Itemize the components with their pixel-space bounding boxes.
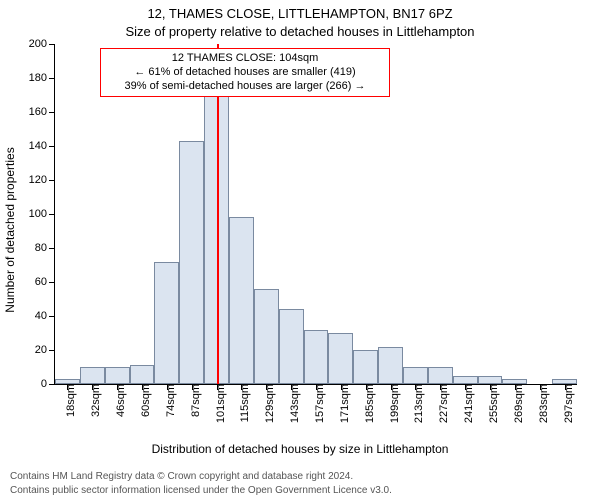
x-tick-label: 171sqm <box>331 384 351 423</box>
x-tick-label: 185sqm <box>356 384 376 423</box>
x-tick-label: 32sqm <box>82 384 102 417</box>
x-tick-label: 18sqm <box>57 384 77 417</box>
histogram-bar <box>478 376 503 385</box>
x-tick-label: 297sqm <box>555 384 575 423</box>
histogram-bar <box>105 367 130 384</box>
x-tick-label: 199sqm <box>381 384 401 423</box>
chart-title-sub: Size of property relative to detached ho… <box>0 24 600 39</box>
x-tick-label: 74sqm <box>157 384 177 417</box>
x-tick-label: 213sqm <box>405 384 425 423</box>
x-tick-label: 227sqm <box>430 384 450 423</box>
info-box-line: ← 61% of detached houses are smaller (41… <box>107 66 383 80</box>
y-tick-label: 140 <box>29 140 55 152</box>
x-tick-label: 157sqm <box>306 384 326 423</box>
y-tick-label: 0 <box>41 378 55 390</box>
x-tick-label: 60sqm <box>132 384 152 417</box>
footer-line-1: Contains HM Land Registry data © Crown c… <box>10 471 353 482</box>
histogram-bar <box>80 367 105 384</box>
y-tick-label: 40 <box>35 310 55 322</box>
x-tick-label: 87sqm <box>182 384 202 417</box>
y-tick-label: 180 <box>29 72 55 84</box>
info-box: 12 THAMES CLOSE: 104sqm← 61% of detached… <box>100 48 390 97</box>
histogram-bar <box>328 333 353 384</box>
histogram-bar <box>453 376 478 385</box>
y-tick-label: 80 <box>35 242 55 254</box>
x-tick-label: 283sqm <box>530 384 550 423</box>
histogram-bar <box>304 330 329 384</box>
x-tick-label: 143sqm <box>281 384 301 423</box>
x-axis-label: Distribution of detached houses by size … <box>0 442 600 456</box>
y-tick-label: 20 <box>35 344 55 356</box>
y-tick-label: 160 <box>29 106 55 118</box>
histogram-bar <box>378 347 403 384</box>
x-tick-label: 46sqm <box>107 384 127 417</box>
y-tick-label: 200 <box>29 38 55 50</box>
info-box-line: 12 THAMES CLOSE: 104sqm <box>107 52 383 66</box>
histogram-bar <box>353 350 378 384</box>
histogram-bar <box>229 217 254 384</box>
histogram-bar <box>179 141 204 384</box>
x-tick-label: 255sqm <box>480 384 500 423</box>
histogram-bar <box>428 367 453 384</box>
histogram-bar <box>254 289 279 384</box>
histogram-chart: 12, THAMES CLOSE, LITTLEHAMPTON, BN17 6P… <box>0 0 600 500</box>
x-tick-label: 101sqm <box>207 384 227 423</box>
x-tick-label: 241sqm <box>455 384 475 423</box>
histogram-bar <box>130 365 155 384</box>
histogram-bar <box>403 367 428 384</box>
y-tick-label: 60 <box>35 276 55 288</box>
y-axis-label: Number of detached properties <box>3 147 17 312</box>
y-tick-label: 120 <box>29 174 55 186</box>
x-tick-label: 129sqm <box>256 384 276 423</box>
x-tick-label: 269sqm <box>505 384 525 423</box>
info-box-line: 39% of semi-detached houses are larger (… <box>107 80 383 94</box>
histogram-bar <box>154 262 179 384</box>
y-tick-label: 100 <box>29 208 55 220</box>
chart-title-main: 12, THAMES CLOSE, LITTLEHAMPTON, BN17 6P… <box>0 6 600 21</box>
footer-line-2: Contains public sector information licen… <box>10 485 392 496</box>
histogram-bar <box>279 309 304 384</box>
x-tick-label: 115sqm <box>231 384 251 422</box>
